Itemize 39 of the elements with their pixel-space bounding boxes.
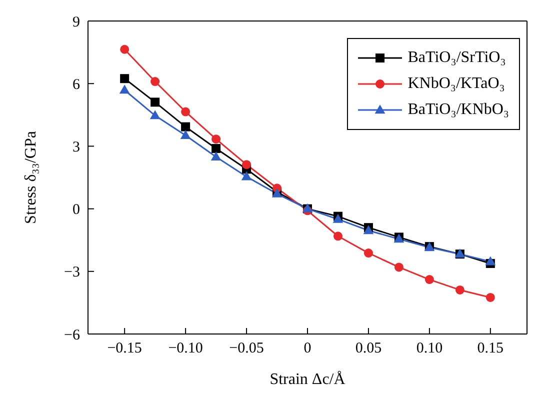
- point: [424, 275, 434, 284]
- x-axis-title: Strain Δc/Å: [270, 370, 346, 388]
- point: [150, 98, 160, 107]
- y-tick-label: −6: [64, 327, 80, 344]
- point: [212, 134, 221, 144]
- legend-label: BaTiO₃/KNbO₃: [408, 101, 509, 119]
- point: [485, 256, 496, 266]
- point: [212, 144, 221, 153]
- x-tick-label: 0.10: [416, 340, 443, 357]
- x-tick-label: 0.15: [477, 340, 504, 357]
- x-tick-label: −0.15: [107, 340, 142, 357]
- y-tick-label: 0: [72, 202, 80, 218]
- y-tick-label: 6: [72, 76, 80, 93]
- point: [150, 110, 160, 120]
- point: [181, 122, 190, 132]
- legend-label: KNbO₃/KTaO₃: [408, 75, 505, 93]
- point: [210, 151, 222, 160]
- point: [120, 74, 130, 84]
- point: [455, 285, 464, 294]
- point: [364, 248, 373, 258]
- point: [486, 292, 495, 302]
- x-tick-label: 0: [304, 340, 312, 357]
- point: [394, 262, 404, 272]
- y-tick-label: −3: [64, 264, 80, 281]
- point: [120, 44, 130, 54]
- x-tick-label: −0.10: [168, 340, 203, 357]
- x-tick-label: 0.05: [355, 340, 382, 357]
- y-tick-label: 9: [72, 14, 80, 30]
- point: [150, 77, 160, 86]
- point: [241, 171, 252, 180]
- point: [333, 232, 342, 241]
- x-tick-label: −0.05: [229, 340, 264, 357]
- point: [119, 84, 130, 94]
- point: [180, 130, 191, 139]
- y-tick-label: 3: [72, 140, 80, 156]
- legend-label: BaTiO₃/SrTiO₃: [408, 49, 506, 67]
- y-axis-title: Stress δ₃₃/GPa: [22, 131, 40, 224]
- point: [242, 160, 252, 170]
- point: [181, 107, 190, 116]
